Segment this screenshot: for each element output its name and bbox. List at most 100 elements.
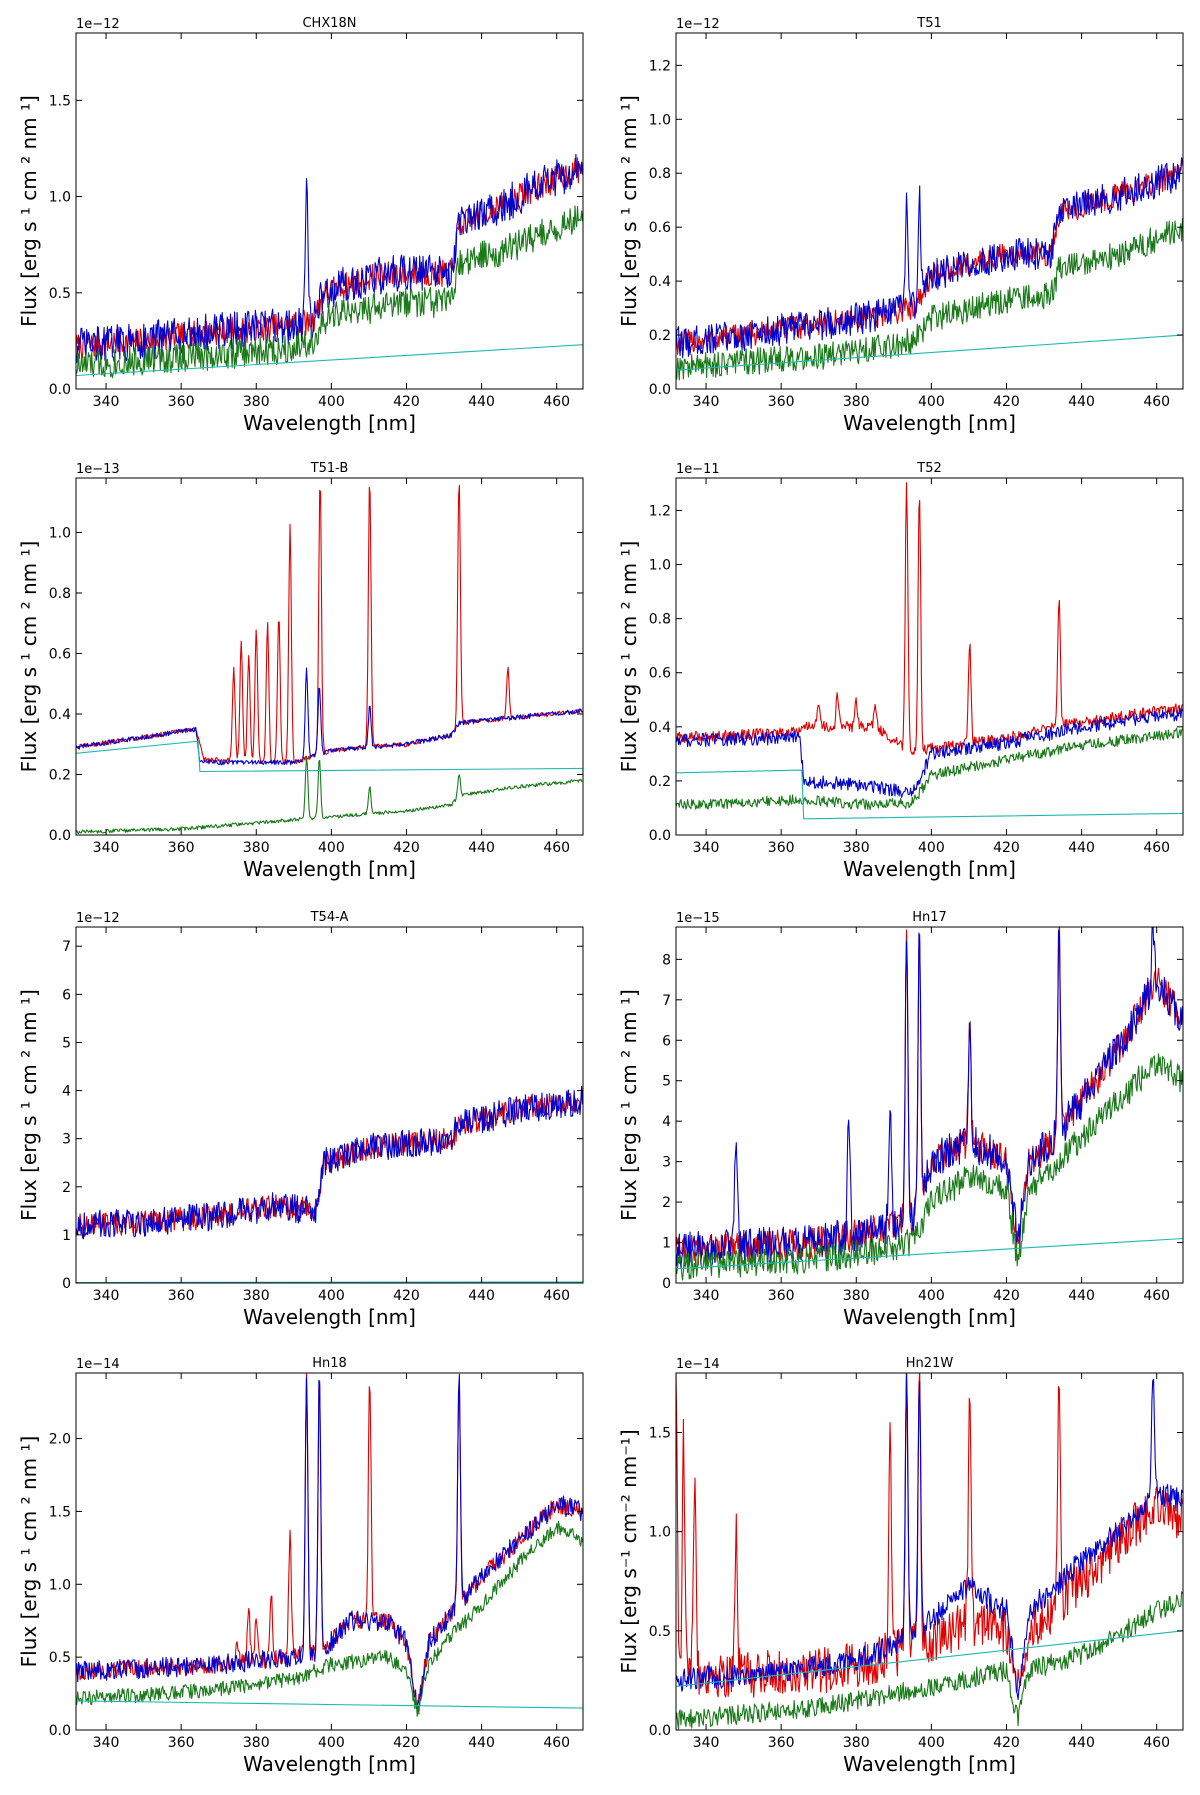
y-axis-label: Flux [erg s ¹ cm ² nm ¹] [17,989,41,1221]
y-tick-label: 7 [62,939,71,955]
panel-t54-a: 340 360 380 400 420 440 460 0 1 2 3 4 5 6 7 1e−12 T54-A W… [17,910,584,1329]
series-blue [76,1373,583,1710]
x-tick-label: 400 [918,840,945,856]
axis-exponent: 1e−14 [76,1357,120,1372]
x-axis-label: Wavelength [nm] [843,857,1016,881]
panel-title: Hn18 [312,1356,347,1371]
panel-hn21w: 340 360 380 400 420 440 460 0.0 0.5 1.0 1.5 1e−14 Hn… [617,1356,1184,1776]
x-tick-label: 400 [318,840,345,856]
series-cyan [76,1281,583,1283]
x-tick-label: 340 [93,840,120,856]
y-tick-label: 4 [662,1114,671,1130]
x-tick-label: 420 [993,1735,1020,1751]
series-blue [676,1373,1183,1701]
series-green [76,756,583,835]
x-tick-label: 420 [393,840,420,856]
x-tick-label: 360 [768,1735,795,1751]
x-tick-label: 420 [393,1735,420,1751]
y-tick-label: 1.5 [49,1504,71,1520]
series-group [676,482,1183,820]
plot-frame [675,477,1184,836]
y-tick-label: 0.4 [49,707,71,723]
series-green [76,1520,583,1717]
x-axis-label: Wavelength [nm] [243,857,416,881]
x-axis-label: Wavelength [nm] [843,411,1016,435]
axis-exponent: 1e−11 [676,462,720,477]
panel-title: T51 [916,16,941,31]
y-tick-label: 0.4 [649,720,671,736]
axis-exponent: 1e−14 [676,1357,720,1372]
y-tick-label: 0.0 [649,382,671,398]
y-tick-label: 0.4 [649,274,671,290]
y-tick-label: 1.2 [649,58,671,74]
panel-t51: 340 360 380 400 420 440 460 0.0 0.2 0.4 0.6 0.8 1.0 1… [617,16,1184,435]
x-tick-label: 460 [543,840,570,856]
y-tick-label: 7 [662,993,671,1009]
y-tick-label: 0.0 [49,382,71,398]
series-group [676,1373,1183,1730]
x-tick-label: 360 [168,1735,195,1751]
x-tick-label: 360 [768,840,795,856]
series-blue [676,707,1183,798]
x-tick-label: 340 [693,1735,720,1751]
axis-exponent: 1e−12 [76,911,120,926]
series-group [76,1085,583,1283]
y-tick-label: 0.5 [49,1650,71,1666]
x-tick-label: 380 [843,1288,870,1304]
series-red [76,484,583,765]
series-green [676,218,1183,381]
plot-frame [75,477,584,836]
x-tick-label: 380 [243,394,270,410]
series-cyan [76,344,583,377]
x-tick-label: 440 [1068,1735,1095,1751]
y-tick-label: 1.0 [649,112,671,128]
series-red [676,482,1183,755]
y-tick-label: 0.0 [49,828,71,844]
y-tick-label: 1 [62,1228,71,1244]
y-axis-label: Flux [erg s ¹ cm ² nm ¹] [617,989,641,1221]
series-green [76,205,583,379]
series-blue [76,667,583,766]
series-group [76,153,583,379]
y-tick-label: 0.8 [49,586,71,602]
panel-title: T51-B [310,461,349,476]
y-axis-label: Flux [erg s ¹ cm ² nm ¹] [17,95,41,327]
y-tick-label: 0.2 [49,767,71,783]
plot-frame [75,32,584,390]
x-tick-label: 380 [843,394,870,410]
x-tick-label: 380 [243,840,270,856]
y-axis-label: Flux [erg s ¹ cm ² nm ¹] [617,95,641,327]
x-tick-label: 440 [1068,840,1095,856]
x-tick-label: 380 [243,1735,270,1751]
series-blue [76,1085,583,1240]
y-tick-label: 0 [662,1276,671,1292]
y-tick-label: 0.6 [49,646,71,662]
x-tick-label: 460 [543,1288,570,1304]
series-cyan [676,334,1183,371]
axis-exponent: 1e−15 [676,911,720,926]
x-tick-label: 360 [168,840,195,856]
x-tick-label: 420 [993,394,1020,410]
series-group [76,484,583,835]
plot-frame [75,926,584,1284]
x-tick-label: 400 [918,1735,945,1751]
y-axis-label: Flux [erg s ¹ cm ² nm ¹] [17,1436,41,1668]
y-tick-label: 0.0 [649,1723,671,1739]
x-tick-label: 460 [543,394,570,410]
x-tick-label: 440 [1068,1288,1095,1304]
x-tick-label: 380 [843,1735,870,1751]
x-tick-label: 340 [693,394,720,410]
x-tick-label: 400 [318,394,345,410]
panel-t52: 340 360 380 400 420 440 460 0.0 0.2 0.4 0.6 0.8 1.0 1… [617,461,1184,881]
y-tick-label: 2 [662,1195,671,1211]
y-tick-label: 6 [662,1033,671,1049]
y-tick-label: 1.0 [49,525,71,541]
series-green [676,1591,1183,1730]
y-tick-label: 5 [62,1035,71,1051]
x-tick-label: 400 [918,1288,945,1304]
x-tick-label: 340 [93,1288,120,1304]
y-tick-label: 1.2 [649,503,671,519]
y-tick-label: 3 [662,1155,671,1171]
x-axis-label: Wavelength [nm] [243,411,416,435]
